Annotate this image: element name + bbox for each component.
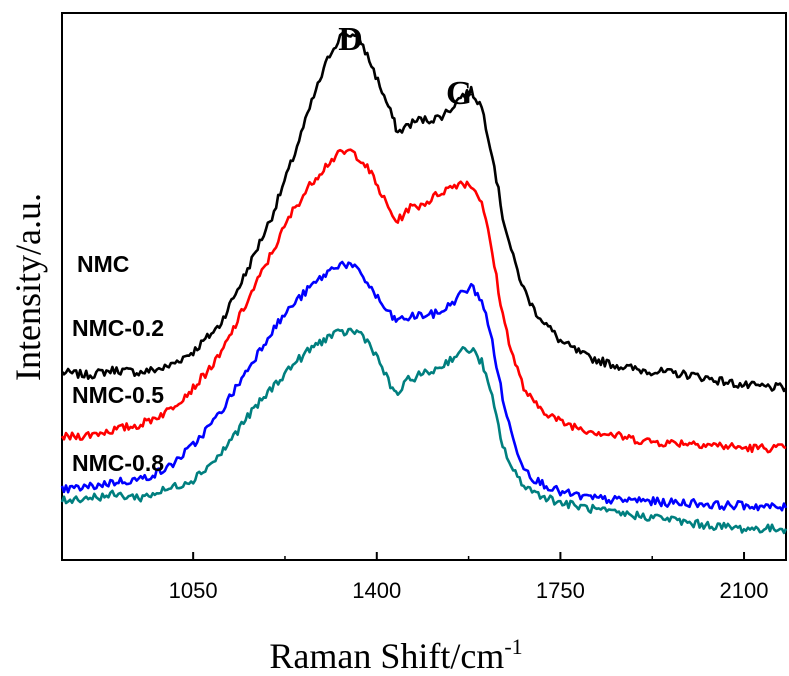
x-axis-title-superscript: -1 <box>504 634 522 659</box>
x-tick-label: 1400 <box>352 578 401 603</box>
y-axis-title: Intensity/a.u. <box>8 193 48 381</box>
series-label-nmc: NMC <box>77 251 129 277</box>
series-label-nmc-0-5: NMC-0.5 <box>72 382 164 408</box>
peak-label-d: D <box>338 21 363 58</box>
x-axis-title: Raman Shift/cm-1 <box>269 634 522 676</box>
series-line-nmc-0-2 <box>60 148 787 454</box>
x-tick-label: 2100 <box>720 578 769 603</box>
series-line-nmc <box>60 31 788 393</box>
series-layer <box>60 31 788 535</box>
plot-frame <box>61 12 787 561</box>
peak-label-g: G <box>446 75 472 112</box>
series-label-nmc-0-2: NMC-0.2 <box>72 315 164 341</box>
series-line-nmc-0-8 <box>60 327 788 535</box>
x-axis-ticks: 1050 1400 1750 2100 <box>169 552 769 603</box>
x-axis-title-text: Raman Shift/cm <box>269 636 504 676</box>
x-tick-label: 1750 <box>536 578 585 603</box>
x-tick-label: 1050 <box>169 578 218 603</box>
series-line-nmc-0-5 <box>60 260 788 512</box>
series-label-nmc-0-8: NMC-0.8 <box>72 450 164 476</box>
